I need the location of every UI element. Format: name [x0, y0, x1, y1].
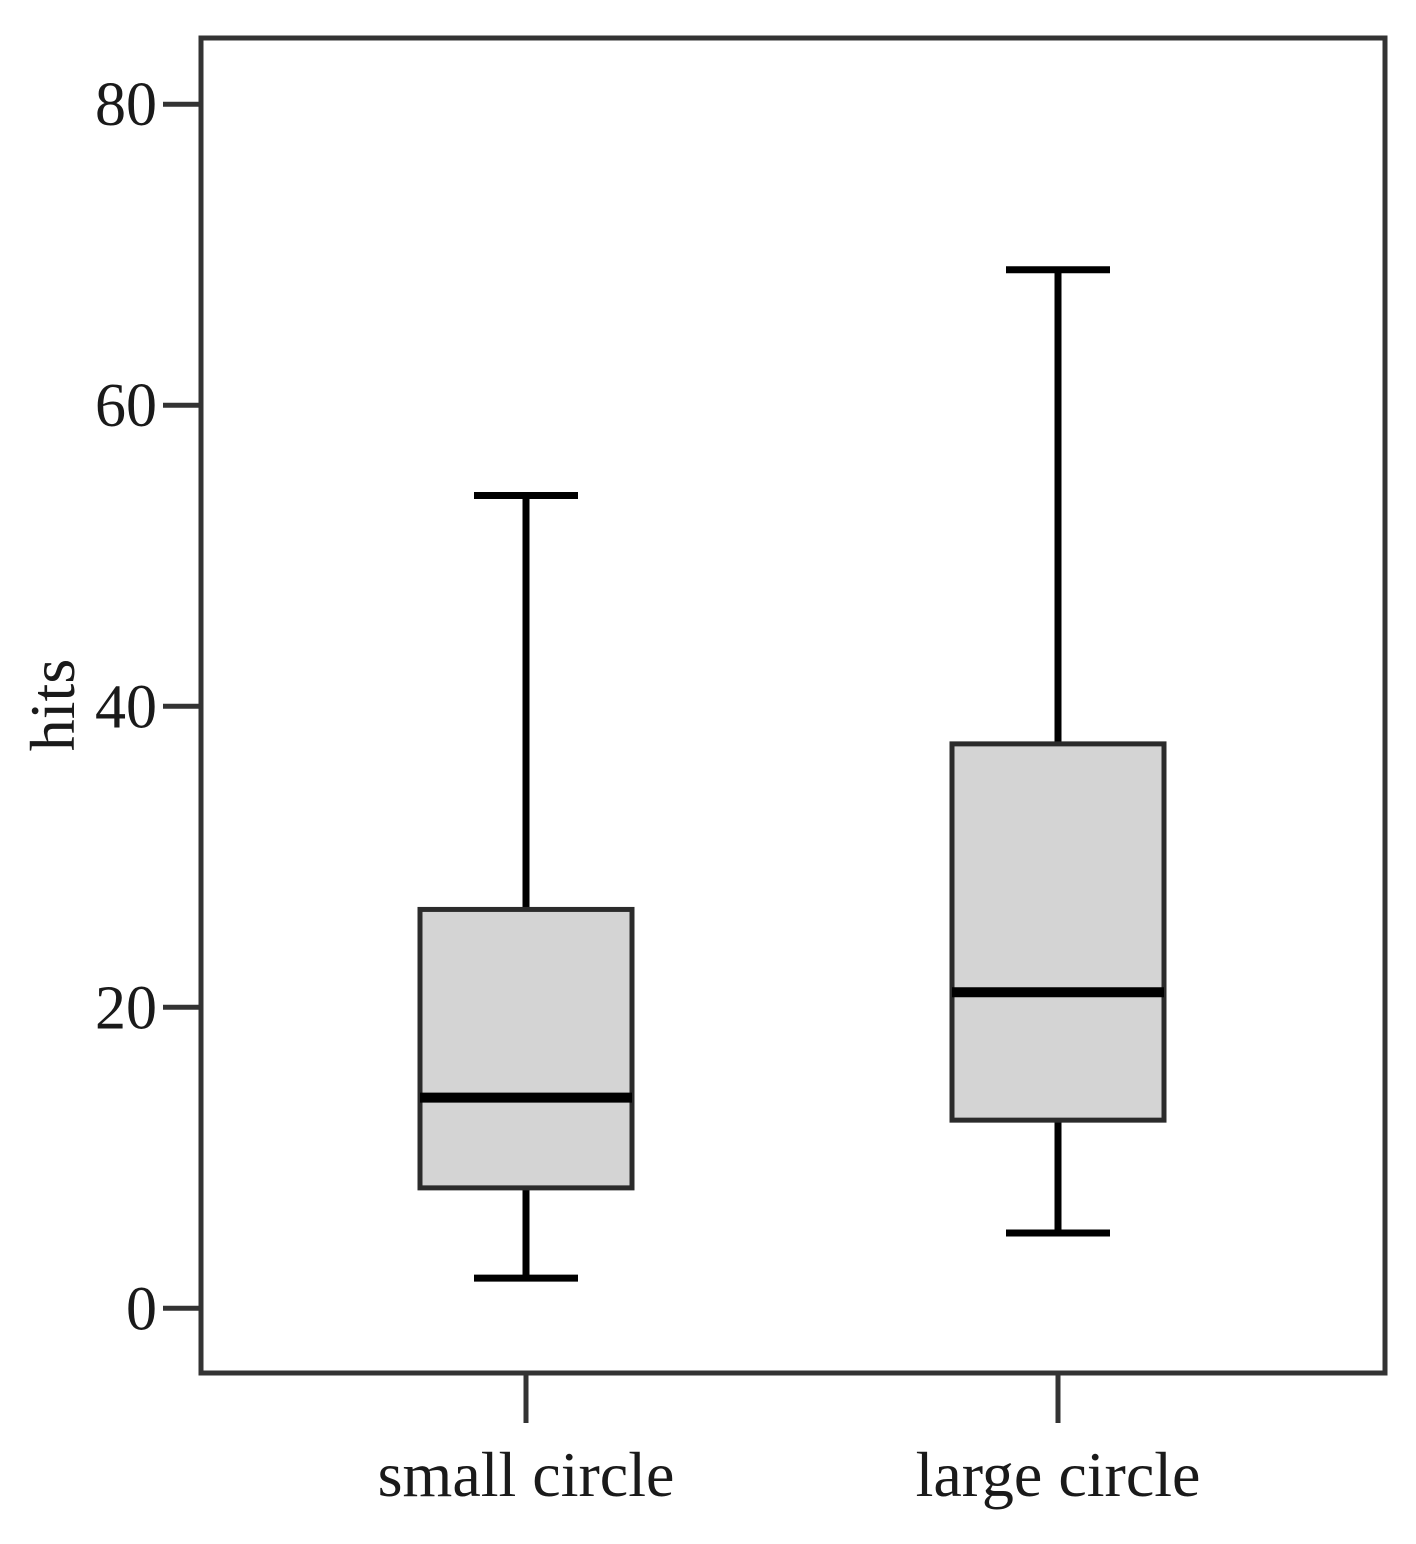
y-axis-label: hits — [17, 659, 88, 751]
y-axis: 0 20 40 60 80 — [95, 71, 201, 1343]
iqr-box — [949, 741, 1167, 1123]
box-small-circle — [417, 492, 635, 1282]
y-tick-label: 80 — [95, 71, 157, 139]
y-tick-label: 60 — [95, 372, 157, 440]
x-tick-label: large circle — [916, 1439, 1201, 1510]
y-tick-label: 20 — [95, 974, 157, 1042]
iqr-box — [417, 906, 635, 1191]
y-tick-label: 40 — [95, 673, 157, 741]
x-tick-label: small circle — [378, 1439, 675, 1510]
boxes — [417, 266, 1167, 1282]
box-large-circle — [949, 266, 1167, 1237]
y-tick-label: 0 — [126, 1275, 157, 1343]
plot-frame — [198, 35, 1388, 1376]
x-axis: small circle large circle — [378, 1373, 1201, 1510]
